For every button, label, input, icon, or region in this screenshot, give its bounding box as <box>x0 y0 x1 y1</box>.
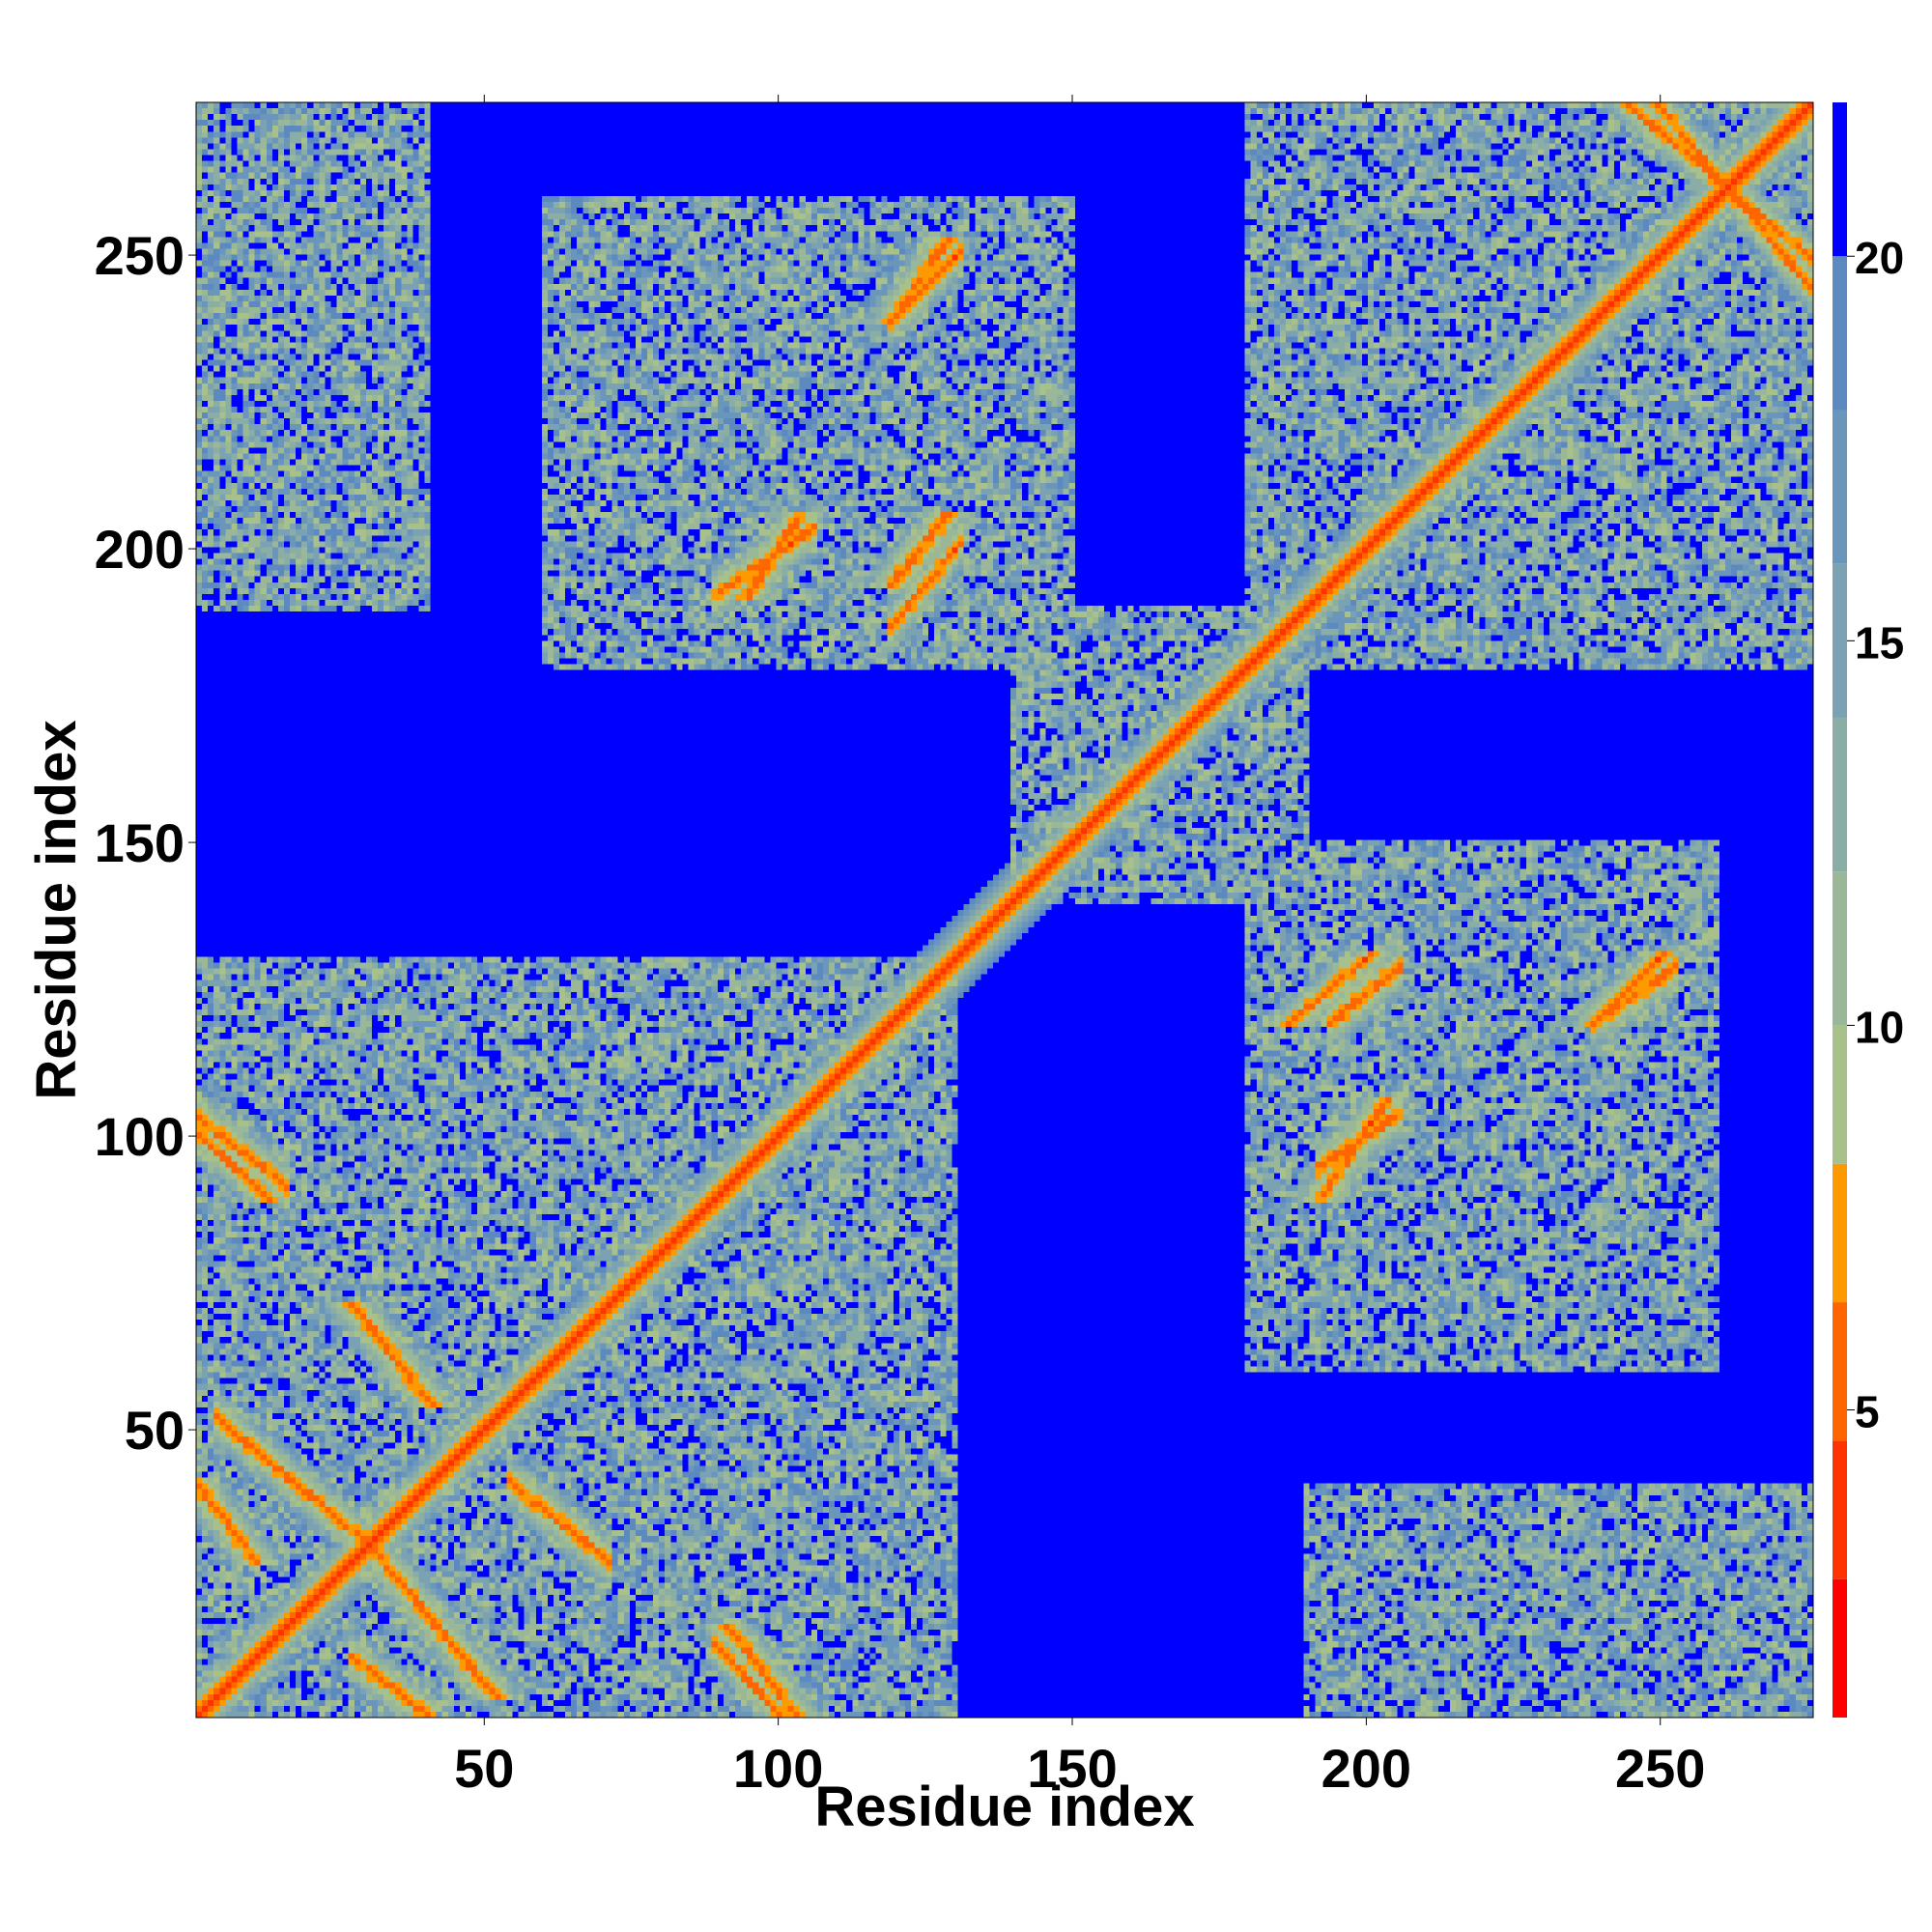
heatmap-image <box>196 102 1813 1718</box>
x-axis-title: Residue index <box>814 1776 1194 1838</box>
y-tick-label: 100 <box>95 1106 185 1167</box>
colorbar-band <box>1833 1440 1847 1579</box>
colorbar-tick-label: 15 <box>1855 617 1904 668</box>
y-axis: 50 100 150 200 250 <box>95 225 196 1461</box>
plot-frame <box>195 101 1814 1719</box>
colorbar-band <box>1833 102 1847 257</box>
x-tick-label: 200 <box>1321 1738 1411 1799</box>
y-tick-label: 250 <box>95 225 185 286</box>
colorbar-band <box>1833 1025 1847 1164</box>
x-tick-label: 150 <box>1027 1738 1117 1799</box>
colorbar-tick-label: 20 <box>1855 233 1904 283</box>
colorbar-band <box>1833 1302 1847 1441</box>
colorbar-band <box>1833 563 1847 718</box>
colorbar-band <box>1833 410 1847 564</box>
x-tick-label: 250 <box>1615 1738 1705 1799</box>
colorbar-tick-label: 10 <box>1855 1002 1904 1052</box>
colorbar-band <box>1833 1163 1847 1303</box>
y-tick-label: 200 <box>95 519 185 580</box>
y-axis-title: Residue index <box>25 720 88 1099</box>
colorbar-tick-label: 5 <box>1855 1387 1880 1437</box>
x-tick-label: 50 <box>454 1738 514 1799</box>
colorbar: 5 10 15 20 <box>1833 102 1904 1718</box>
colorbar-band <box>1833 871 1847 1026</box>
x-axis: 50 100 150 200 250 <box>454 95 1705 1799</box>
colorbar-band <box>1833 1578 1847 1718</box>
x-tick-label: 100 <box>733 1738 823 1799</box>
heatmap-cells <box>196 102 1813 1718</box>
colorbar-band <box>1833 717 1847 872</box>
y-tick-label: 150 <box>95 812 185 873</box>
y-tick-label: 50 <box>125 1400 185 1461</box>
colorbar-band <box>1833 256 1847 411</box>
